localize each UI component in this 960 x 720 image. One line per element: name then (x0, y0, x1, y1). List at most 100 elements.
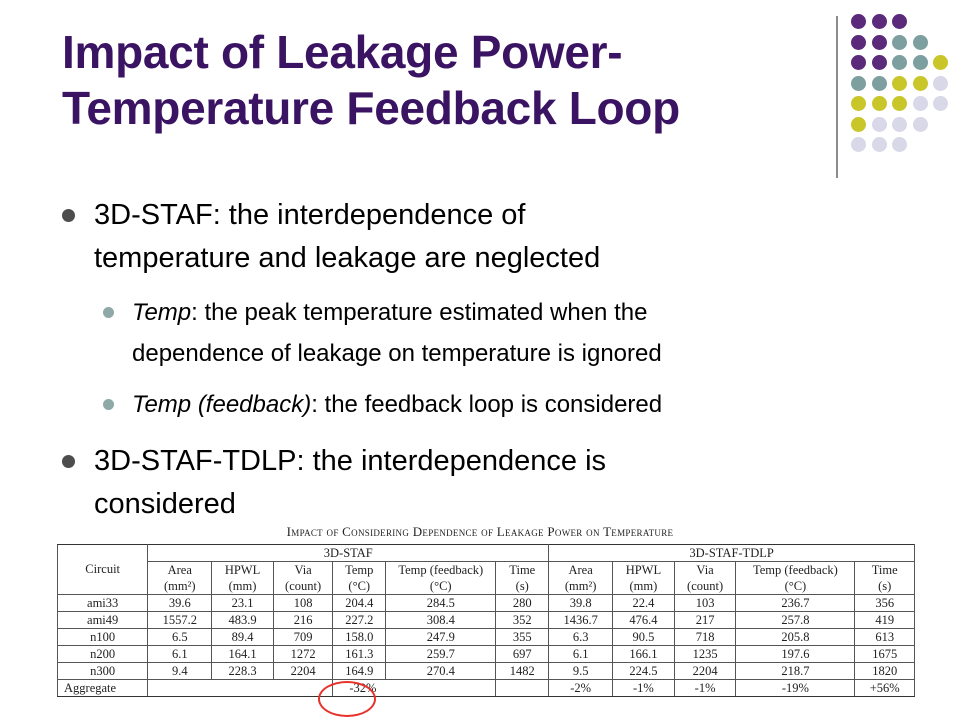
sub-bullet-2-text: : the feedback loop is considered (311, 391, 663, 418)
decorative-dot (851, 116, 866, 132)
unit-header: (mm) (612, 578, 675, 595)
col-header: HPWL (612, 561, 675, 578)
sub-bullet-1-line-2: dependence of leakage on temperature is … (132, 340, 662, 367)
table-cell: 284.5 (385, 594, 497, 612)
table-cell: 1557.2 (147, 611, 213, 629)
sub-bullet-2-line-1: Temp (feedback): the feedback loop is co… (132, 388, 662, 421)
table-cell: 270.4 (385, 662, 497, 680)
bullet-2-line-2: considered (94, 488, 236, 520)
aggregate-tdlp-temp: -19% (735, 679, 856, 697)
col-header: Temp (feedback) (735, 561, 856, 578)
table-cell: 6.5 (147, 628, 213, 646)
decorative-dot (871, 137, 887, 152)
table-cell: 613 (854, 628, 915, 646)
table-row: n200 6.1 164.1 1272 161.3 259.7 697 6.1 … (56, 645, 915, 663)
header-cell (56, 544, 149, 562)
table-cell: 9.4 (147, 662, 213, 680)
table-cell: 23.1 (211, 594, 274, 612)
highlight-circle (318, 681, 376, 717)
aggregate-tdlp-area: -2% (548, 679, 614, 697)
table-cell: 89.4 (211, 628, 274, 646)
decorative-dot (892, 14, 907, 29)
table-cell: 217 (673, 611, 737, 629)
table-cell: n300 (56, 662, 149, 680)
aggregate-tdlp-via: -1% (673, 679, 737, 697)
table-cell: 352 (495, 611, 550, 629)
decorative-dot (871, 34, 887, 50)
unit-header: (count) (272, 578, 334, 595)
unit-header: (mm²) (147, 578, 213, 595)
table-row: n100 6.5 89.4 709 158.0 247.9 355 6.3 90… (56, 628, 915, 646)
col-header: Area (548, 561, 614, 578)
decorative-dot (912, 75, 928, 91)
unit-header: (°C) (735, 578, 856, 595)
table-cell: n100 (56, 628, 149, 646)
table-cell: 228.3 (211, 662, 274, 680)
table-cell: 247.9 (385, 628, 497, 646)
decorative-dot (912, 116, 928, 132)
decorative-dot (933, 55, 948, 70)
table-cell (147, 679, 334, 697)
table-cell: 39.8 (548, 594, 614, 612)
table-row: ami49 1557.2 483.9 216 227.2 308.4 352 1… (56, 611, 915, 629)
unit-header: (mm²) (548, 578, 614, 595)
decorative-dot (892, 34, 907, 50)
decorative-dot (892, 75, 907, 91)
table-cell: 1436.7 (548, 611, 614, 629)
unit-header: (s) (495, 578, 550, 595)
table-cell: 205.8 (735, 628, 856, 646)
sub-bullet-2-term: Temp (feedback) (132, 391, 312, 418)
sub-bullet-1-line-1: Temp: the peak temperature estimated whe… (132, 296, 647, 329)
table-cell: 697 (495, 645, 550, 663)
header-cell (56, 578, 149, 595)
title-line-1: Impact of Leakage Power- (62, 26, 623, 78)
group-header-3d-staf: 3D-STAF (147, 544, 550, 562)
table-cell: 280 (495, 594, 550, 612)
table-cell: 161.3 (332, 645, 387, 663)
decorative-dot (892, 137, 907, 152)
decorative-dot (871, 96, 887, 111)
decorative-dot (912, 96, 928, 111)
table-cell: 2204 (272, 662, 334, 680)
table-cell: ami33 (56, 594, 149, 612)
table-cell: 236.7 (735, 594, 856, 612)
table-cell: 419 (854, 611, 915, 629)
bullet-marker (62, 455, 75, 468)
results-table: 3D-STAF 3D-STAF-TDLP Circuit Area HPWL V… (56, 544, 915, 697)
table-cell: 356 (854, 594, 915, 612)
bullet-2-line-1: 3D-STAF-TDLP: the interdependence is (94, 445, 607, 477)
sub-bullet-1-term: Temp (132, 299, 192, 326)
table-cell: 158.0 (332, 628, 387, 646)
table-cell: 6.3 (548, 628, 614, 646)
table-cell: 2204 (673, 662, 737, 680)
table-caption: Impact of Considering Dependence of Leak… (286, 524, 674, 539)
table-cell: 227.2 (332, 611, 387, 629)
unit-header: (°C) (385, 578, 497, 595)
decorative-dot (871, 14, 887, 29)
decorative-dot (933, 96, 948, 111)
unit-header: (mm) (211, 578, 274, 595)
aggregate-row: Aggregate -32% -2% -1% -1% -19% +56% (56, 679, 915, 697)
decorative-dot (851, 34, 866, 50)
decorative-dot (851, 75, 866, 91)
decorative-dot (851, 55, 866, 70)
table-cell: 476.4 (612, 611, 675, 629)
unit-header: (count) (673, 578, 737, 595)
table-row: ami33 39.6 23.1 108 204.4 284.5 280 39.8… (56, 594, 915, 612)
col-header: Area (147, 561, 213, 578)
table-cell: 1272 (272, 645, 334, 663)
slide-title: Impact of Leakage Power- Temperature Fee… (62, 24, 802, 136)
table-cell: 718 (673, 628, 737, 646)
sub-bullet-1-text: : the peak temperature estimated when th… (191, 299, 648, 326)
unit-header: (°C) (332, 578, 387, 595)
table-cell: 164.1 (211, 645, 274, 663)
decorative-dot (912, 34, 928, 50)
decorative-dot (851, 14, 866, 29)
sub-bullet-marker (103, 399, 114, 410)
decorative-dot-grid (850, 14, 960, 164)
bullet-1-line-2: temperature and leakage are neglected (94, 242, 601, 274)
table-cell: 224.5 (612, 662, 675, 680)
group-header-3d-staf-tdlp: 3D-STAF-TDLP (548, 544, 915, 562)
table-cell: 9.5 (548, 662, 614, 680)
